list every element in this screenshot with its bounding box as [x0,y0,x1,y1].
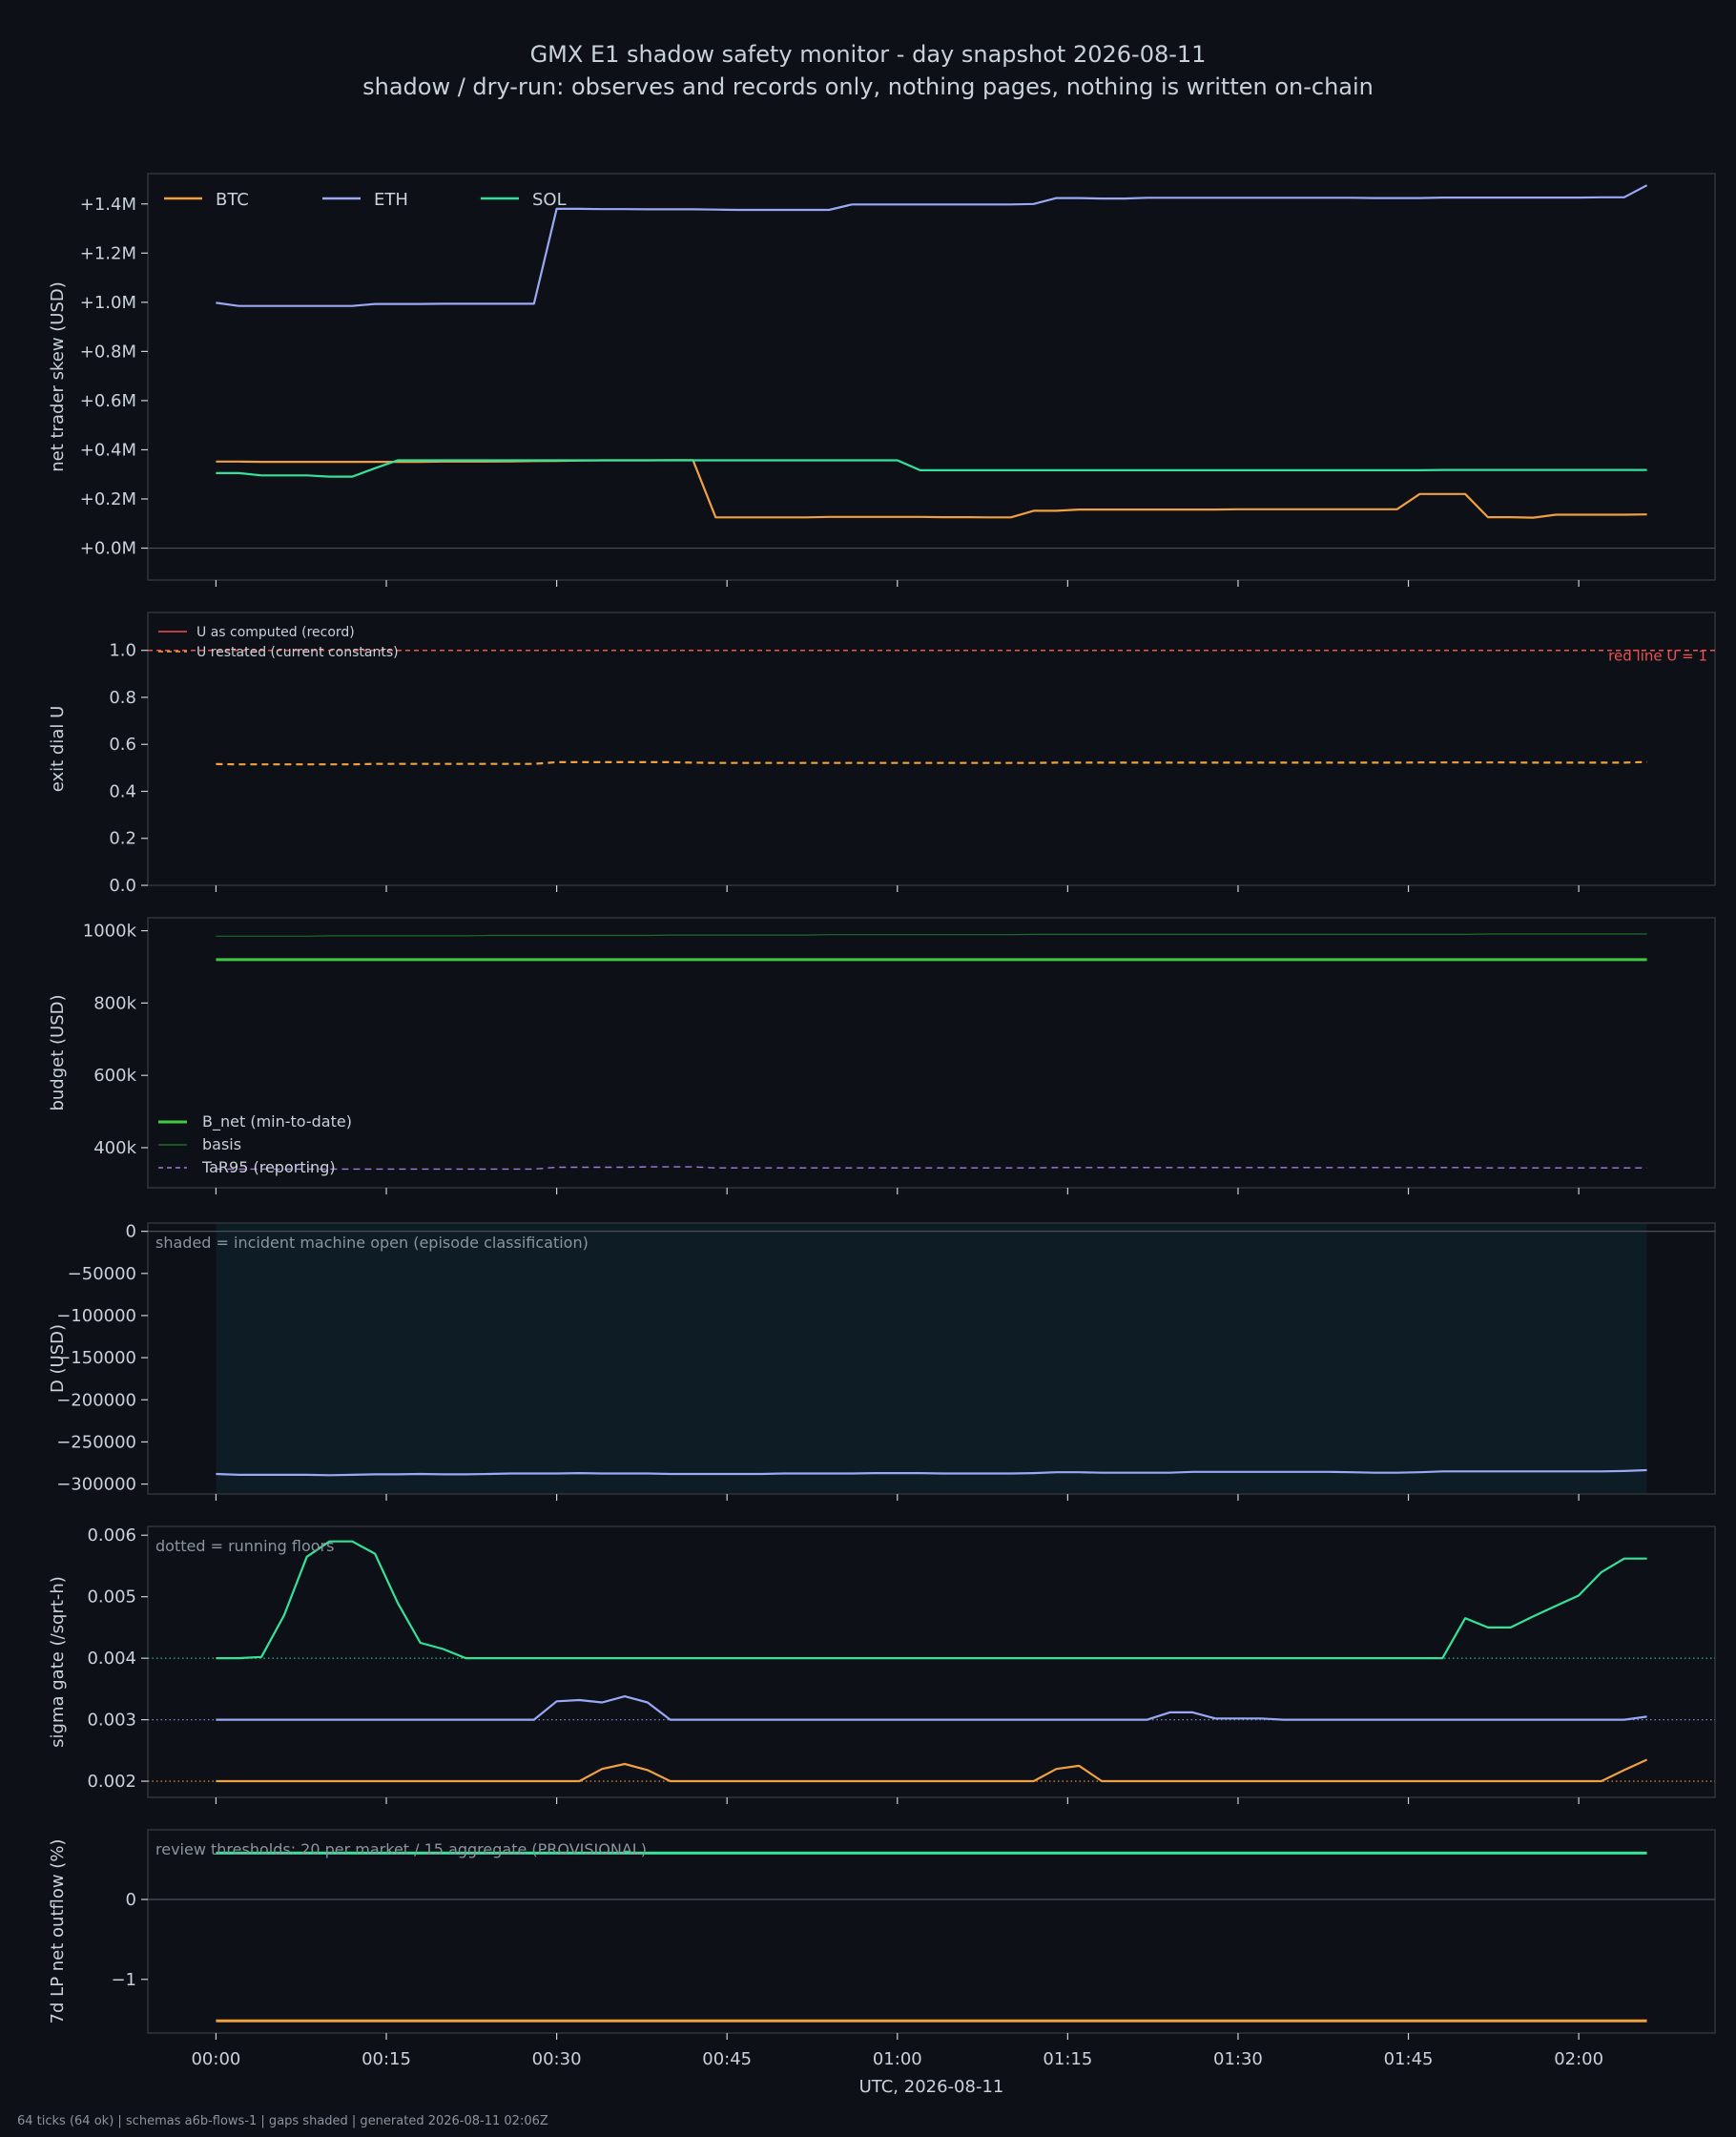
panel5-series-btc-line [216,1758,1648,1783]
panel4-ylabel: D (USD) [48,1324,68,1393]
panel2-frame [147,612,1716,886]
panel3-legend-label: basis [202,1135,241,1153]
panel4-ytick-label: −200000 [56,1390,136,1410]
panel1-ytick-label: +1.0M [80,293,136,313]
panel1-ytick-label: +0.8M [80,342,136,362]
panel4-series-0-line [216,1468,1647,1477]
panel2-legend-label: U restated (current constants) [196,645,399,660]
panel1-series-btc-line [216,459,1647,519]
panel3-ytick-label: 1000k [83,922,137,942]
xtick-label: 02:00 [1554,2049,1603,2069]
panel2-ytick-label: 0.4 [109,781,136,801]
panel1-ytick-label: +0.6M [80,391,136,411]
panel3-legend-label: TaR95 (reporting) [201,1158,336,1176]
panel4-annotation: shaded = incident machine open (episode … [155,1234,589,1252]
xtick-label: 01:45 [1384,2049,1434,2069]
panel5-frame [147,1525,1716,1798]
panel4-incident-shade [216,1224,1647,1493]
panel1-ytick-label: +0.0M [80,539,136,559]
panel1-legend-label: SOL [532,190,567,210]
panel4-ytick-label: −100000 [56,1306,136,1326]
panel4-ytick-label: −50000 [68,1264,136,1284]
panel2-ylabel: exit dial U [48,706,68,793]
footer-status: 64 ticks (64 ok) | schemas a6b-flows-1 |… [17,2114,548,2128]
panel5-series-eth-line [216,1694,1647,1721]
panel4-frame [147,1222,1716,1495]
panel5-ytick-label: 0.003 [87,1711,136,1731]
panel3-ytick-label: 600k [93,1066,136,1086]
panel3-legend-label: B_net (min-to-date) [202,1112,352,1131]
panel3-frame [147,917,1716,1189]
panel1-frame [147,173,1716,581]
panel4-ytick-label: −150000 [56,1348,136,1368]
panel1-legend-label: BTC [216,190,249,210]
panel5-annotation: dotted = running floors [155,1537,334,1555]
panel1-series-eth-line [216,184,1648,307]
panel3-ytick-label: 800k [93,993,136,1013]
chart-title: GMX E1 shadow safety monitor - day snaps… [529,41,1207,68]
panel2-ytick-label: 0.6 [109,735,136,755]
panel5-ytick-label: 0.002 [87,1772,136,1792]
panel5-ylabel: sigma gate (/sqrt-h) [48,1576,68,1748]
chart-subtitle: shadow / dry-run: observes and records o… [362,73,1374,100]
xtick-label: 00:00 [191,2049,240,2069]
panel5-ytick-label: 0.005 [87,1587,136,1608]
xtick-label: 00:15 [362,2049,411,2069]
panel3-series-tar95-reporting-line [216,1166,1647,1171]
panel1-ylabel: net trader skew (USD) [48,281,68,472]
panel6-annotation: review thresholds: 20 per market / 15 ag… [155,1840,647,1858]
panel6-frame [147,1829,1716,2034]
chart-header: GMX E1 shadow safety monitor - day snaps… [0,38,1736,103]
panel1-ytick-label: +1.4M [80,195,136,215]
panel1-ytick-label: +0.2M [80,489,136,509]
panel6-ylabel: 7d LP net outflow (%) [48,1839,68,2024]
panel3-series-basis-line [216,933,1647,937]
panel4-ytick-label: −300000 [56,1475,136,1495]
panel6-ytick-label: −1 [111,1970,136,1990]
panel6-ytick-label: 0 [126,1890,136,1910]
panel1-series-sol-line [216,459,1647,478]
panel1-ytick-label: +0.4M [80,440,136,460]
xaxis-label: UTC, 2026-08-11 [859,2077,1004,2097]
xtick-label: 00:30 [532,2049,582,2069]
xtick-label: 00:45 [702,2049,752,2069]
panel5-series-sol-line [216,1540,1647,1660]
panel2-series-u-restated-current-constants-line [216,760,1647,766]
panel2-ytick-label: 0.2 [109,829,136,849]
xtick-label: 01:15 [1043,2049,1092,2069]
panel3-ytick-label: 400k [93,1138,136,1158]
panel2-ytick-label: 0.0 [109,876,136,896]
xtick-label: 01:00 [873,2049,922,2069]
panel1-ytick-label: +1.2M [80,243,136,263]
panel2-legend-label: U as computed (record) [196,625,355,640]
panel4-ytick-label: 0 [126,1222,136,1242]
panel4-ytick-label: −250000 [56,1432,136,1452]
panel2-red-line-label: red line U = 1 [1608,648,1707,665]
panel5-ytick-label: 0.006 [87,1525,136,1546]
panel5-ytick-label: 0.004 [87,1649,136,1669]
panel1-legend-label: ETH [374,190,408,210]
panel3-ylabel: budget (USD) [48,994,68,1110]
panel2-ytick-label: 0.8 [109,688,136,708]
panel2-ytick-label: 1.0 [109,641,136,661]
xtick-label: 01:30 [1213,2049,1263,2069]
